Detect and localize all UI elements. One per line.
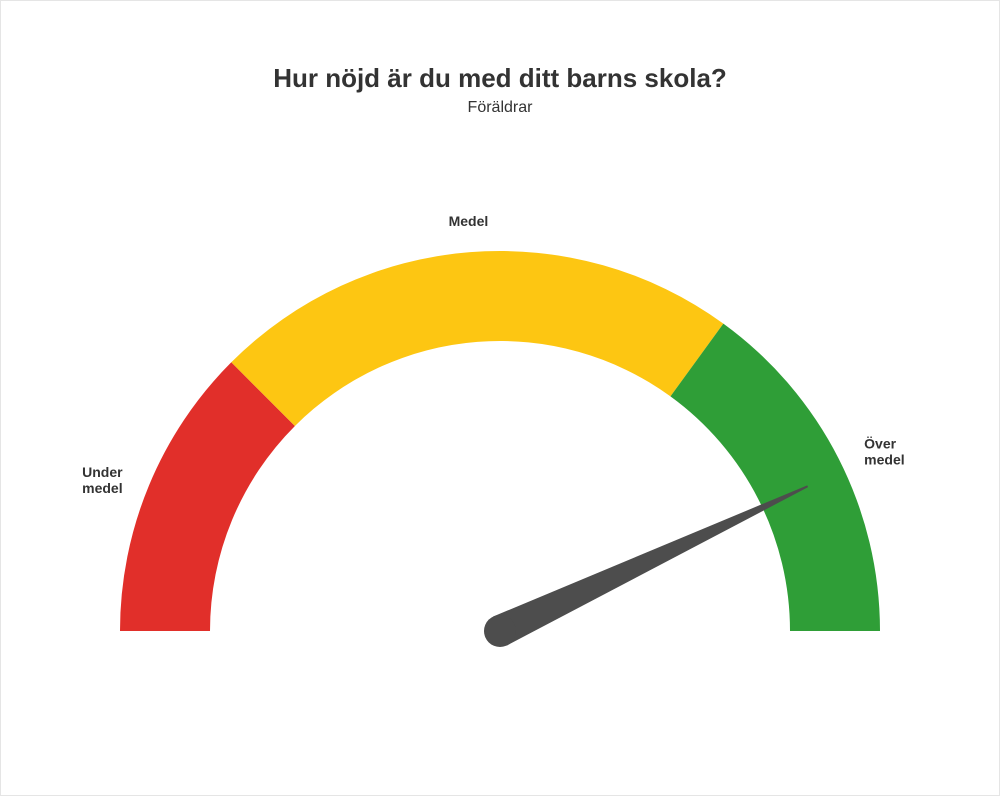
gauge-segment-0: [120, 362, 295, 631]
gauge-segment-label-0: Undermedel: [82, 464, 123, 496]
gauge-segment-2: [670, 324, 880, 631]
gauge-segment-label-2: Övermedel: [864, 435, 904, 467]
gauge-container: Undermedel Medel Övermedel: [1, 171, 999, 691]
chart-frame: Hur nöjd är du med ditt barns skola? För…: [0, 0, 1000, 796]
gauge-needle: [493, 485, 808, 645]
gauge-chart: Undermedel Medel Övermedel: [50, 171, 950, 691]
gauge-segment-label-1: Medel: [449, 213, 489, 229]
chart-subtitle: Föräldrar: [1, 99, 999, 117]
chart-title: Hur nöjd är du med ditt barns skola?: [1, 63, 999, 94]
gauge-needle-hub: [484, 615, 516, 647]
gauge-segment-1: [231, 251, 723, 426]
